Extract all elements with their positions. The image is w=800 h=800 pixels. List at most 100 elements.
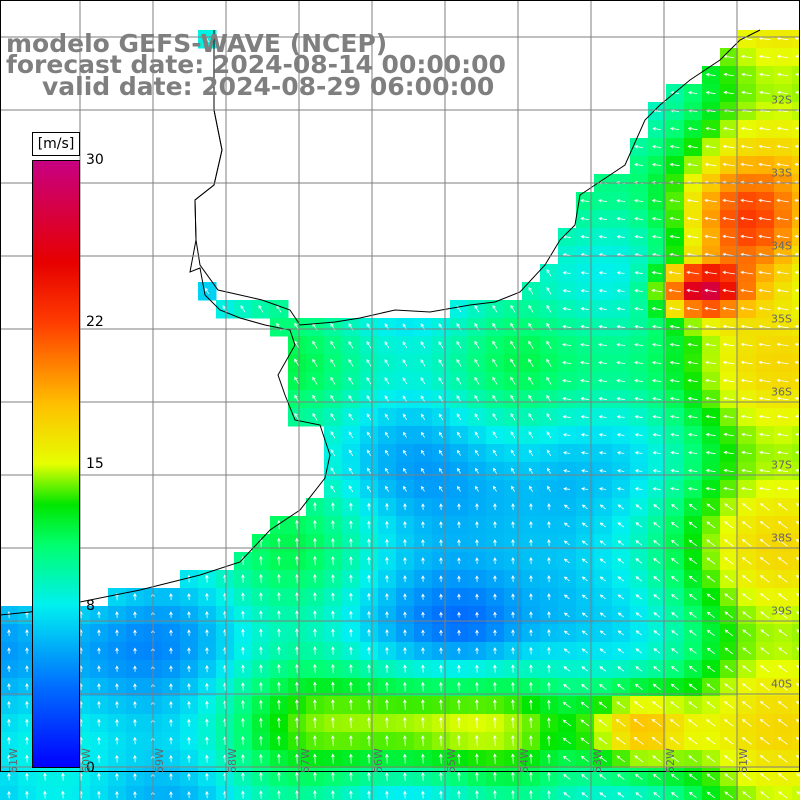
- wind-arrow: [758, 144, 771, 149]
- wind-arrow: [794, 486, 800, 491]
- wind-arrow: [348, 395, 354, 403]
- wind-arrow: [706, 629, 715, 637]
- wind-arrow: [492, 485, 497, 492]
- wind-arrow: [794, 414, 800, 419]
- wind-arrow: [634, 378, 644, 383]
- wind-arrow: [385, 502, 389, 511]
- wind-arrow: [421, 521, 425, 529]
- wind-arrow: [777, 683, 788, 691]
- wind-arrow: [651, 360, 662, 365]
- wind-arrow: [562, 701, 571, 709]
- wind-arrow: [367, 574, 371, 583]
- wind-arrow: [758, 324, 771, 329]
- wind-arrow: [25, 647, 29, 654]
- wind-arrow: [366, 431, 372, 439]
- wind-arrow: [634, 683, 643, 691]
- wind-arrow: [634, 469, 643, 473]
- wind-arrow: [349, 664, 353, 674]
- wind-arrow: [205, 647, 209, 655]
- wind-arrow: [528, 485, 533, 492]
- wind-arrow: [776, 162, 789, 167]
- wind-arrow: [794, 306, 800, 311]
- wind-arrow: [741, 450, 752, 455]
- wind-arrow: [581, 630, 588, 636]
- wind-arrow: [651, 198, 662, 203]
- wind-arrow: [510, 304, 516, 313]
- wind-arrow: [794, 324, 800, 329]
- wind-arrow: [277, 628, 281, 637]
- wind-arrow: [777, 450, 789, 455]
- wind-arrow: [740, 378, 753, 383]
- wind-arrow: [330, 358, 336, 367]
- wind-arrow: [599, 522, 606, 528]
- wind-arrow: [796, 647, 800, 651]
- wind-arrow: [169, 611, 173, 618]
- wind-arrow: [331, 681, 335, 692]
- wind-arrow: [295, 646, 299, 655]
- wind-arrow: [704, 270, 717, 275]
- wind-arrow: [794, 216, 800, 221]
- wind-arrow: [295, 735, 299, 746]
- wind-arrow: [511, 699, 515, 710]
- wind-arrow: [706, 737, 716, 745]
- colorbar-tick-label: 0: [86, 760, 95, 776]
- wind-arrow: [722, 342, 735, 347]
- wind-arrow: [511, 735, 515, 747]
- wind-arrow: [562, 271, 571, 275]
- wind-arrow: [421, 753, 425, 764]
- wind-arrow: [528, 340, 534, 349]
- wind-arrow: [722, 144, 735, 149]
- wind-arrow: [169, 736, 173, 745]
- wind-arrow: [704, 234, 717, 239]
- wind-arrow: [724, 737, 734, 745]
- wind-arrow: [421, 699, 425, 710]
- wind-arrow: [187, 647, 191, 654]
- wind-arrow: [687, 486, 698, 491]
- wind-arrow: [563, 666, 571, 672]
- wind-arrow: [475, 753, 479, 764]
- wind-arrow: [295, 610, 299, 619]
- wind-arrow: [547, 699, 551, 710]
- wind-arrow: [547, 681, 551, 692]
- wind-arrow: [634, 271, 643, 275]
- wind-arrow: [349, 556, 353, 565]
- wind-arrow: [457, 790, 461, 799]
- wind-arrow: [704, 162, 717, 167]
- wind-arrow: [598, 719, 608, 727]
- wind-arrow: [617, 522, 625, 528]
- wind-arrow: [493, 771, 497, 782]
- wind-arrow: [776, 324, 789, 329]
- wind-arrow: [241, 628, 245, 637]
- wind-arrow: [615, 719, 626, 727]
- wind-arrow: [277, 790, 281, 799]
- wind-arrow: [420, 341, 426, 349]
- wind-arrow: [795, 432, 800, 437]
- wind-arrow: [457, 753, 461, 764]
- wind-arrow: [529, 664, 533, 673]
- wind-arrow: [348, 449, 354, 457]
- wind-arrow: [758, 216, 771, 221]
- wind-speed-cells: [0, 30, 800, 800]
- wind-arrow: [740, 306, 753, 311]
- wind-arrow: [776, 54, 789, 59]
- wind-arrow: [740, 126, 753, 131]
- wind-arrow: [705, 126, 716, 131]
- wind-arrow: [547, 611, 551, 619]
- wind-arrow: [384, 485, 389, 492]
- wind-arrow: [492, 431, 498, 439]
- wind-arrow: [7, 736, 11, 745]
- wind-arrow: [634, 397, 643, 401]
- wind-arrow: [456, 449, 461, 456]
- wind-arrow: [474, 376, 480, 385]
- wind-arrow: [313, 663, 317, 674]
- wind-arrow: [384, 413, 390, 421]
- wind-arrow: [97, 772, 101, 781]
- wind-arrow: [349, 592, 353, 601]
- wind-arrow: [598, 198, 608, 203]
- wind-arrow: [669, 378, 680, 383]
- wind-arrow: [722, 324, 735, 329]
- wind-arrow: [529, 575, 533, 583]
- wind-arrow: [653, 540, 661, 546]
- wind-arrow: [259, 735, 263, 746]
